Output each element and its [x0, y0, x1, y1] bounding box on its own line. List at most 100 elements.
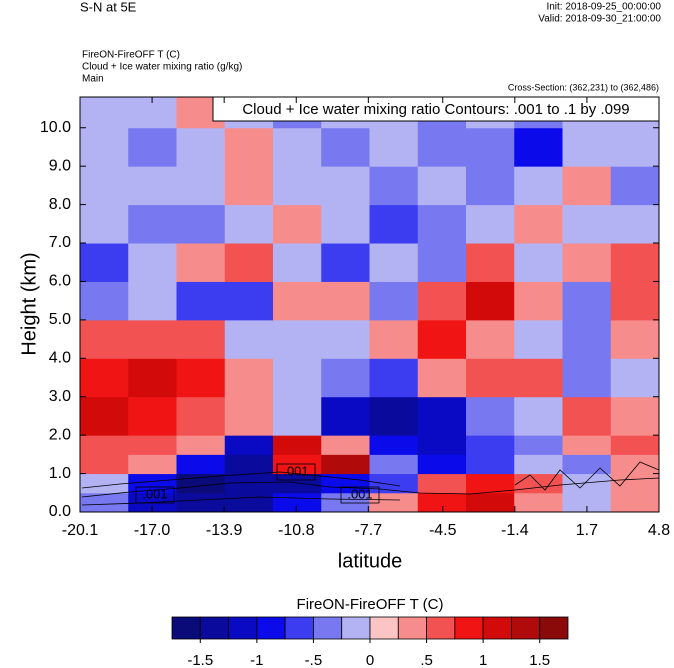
- cell: [466, 204, 515, 244]
- cell: [273, 492, 322, 513]
- contour-line: [514, 461, 660, 491]
- contour-label-box: [340, 486, 380, 504]
- cell: [176, 243, 226, 282]
- cell: [514, 454, 563, 475]
- cell: [562, 281, 612, 321]
- cell: [273, 319, 322, 359]
- cell: [466, 396, 515, 436]
- cell: [514, 492, 563, 513]
- y-tick-label: 9.0: [49, 157, 71, 174]
- cell: [514, 281, 563, 321]
- cell: [224, 204, 274, 244]
- cell: [176, 396, 226, 436]
- cell: [176, 127, 226, 167]
- cell: [224, 492, 274, 513]
- contour-line: [81, 477, 660, 498]
- cell: [562, 358, 612, 398]
- contour-info: Cloud + Ice water mixing ratio Contours:…: [242, 101, 629, 118]
- cell: [562, 204, 612, 244]
- y-tick-label: 10.0: [40, 119, 71, 136]
- y-axis-label: Height (km): [18, 252, 40, 355]
- cell: [224, 435, 274, 455]
- cell: [610, 358, 660, 398]
- contour-field-label: Cloud + Ice water mixing ratio (g/kg): [82, 62, 242, 73]
- colorbar-box: [284, 616, 314, 640]
- y-tick-label: 2.0: [49, 426, 71, 443]
- cell: [80, 396, 129, 436]
- cell: [80, 319, 129, 359]
- cell: [562, 166, 612, 206]
- colorbar-tick-label: -1: [250, 652, 263, 668]
- cell: [369, 492, 419, 513]
- cell: [321, 396, 370, 436]
- cell: [466, 166, 515, 206]
- cell: [417, 166, 467, 206]
- cell: [128, 358, 177, 398]
- cell: [321, 166, 370, 206]
- colorbar-box: [171, 616, 201, 640]
- cell: [273, 166, 322, 206]
- cell: [273, 281, 322, 321]
- cell: [417, 492, 467, 513]
- cell: [610, 166, 660, 206]
- y-tick-label: 0.0: [49, 503, 71, 520]
- init-time: Init: 2018-09-25_00:00:00: [546, 2, 661, 13]
- colorbar-box: [397, 616, 427, 640]
- colorbar-box: [426, 616, 456, 640]
- cross-section-label: Cross-Section: (362,231) to (362,486): [508, 82, 659, 92]
- cell: [610, 204, 660, 244]
- cell: [417, 435, 467, 455]
- cell: [273, 396, 322, 436]
- cell: [80, 166, 129, 206]
- cell: [466, 435, 515, 455]
- cell: [176, 281, 226, 321]
- cell: [514, 319, 563, 359]
- cell: [466, 454, 515, 475]
- cell: [321, 319, 370, 359]
- cell: [610, 435, 660, 455]
- cell: [562, 435, 612, 455]
- cell: [369, 473, 419, 494]
- cell: [224, 281, 274, 321]
- cell: [224, 319, 274, 359]
- cell: [224, 473, 274, 494]
- cell: [80, 358, 129, 398]
- cell: [321, 204, 370, 244]
- x-tick-label: 1.7: [576, 522, 598, 539]
- cell: [514, 127, 563, 167]
- cell: [369, 358, 419, 398]
- cell: [562, 396, 612, 436]
- cell: [128, 243, 177, 282]
- chart-title: S-N at 5E: [80, 0, 137, 14]
- colorbar-box: [256, 616, 286, 640]
- x-tick-label: 4.8: [648, 522, 670, 539]
- cell: [466, 127, 515, 167]
- cell: [128, 319, 177, 359]
- cell: [176, 204, 226, 244]
- cell: [610, 281, 660, 321]
- colorbar-tick-label: 0: [366, 652, 374, 668]
- cell: [466, 243, 515, 282]
- cell: [321, 454, 370, 475]
- cell: [466, 281, 515, 321]
- colorbar-box: [313, 616, 343, 640]
- colorbar-box: [341, 616, 371, 640]
- cell: [321, 243, 370, 282]
- cell: [321, 127, 370, 167]
- cell: [176, 435, 226, 455]
- cell: [80, 473, 129, 494]
- x-axis-label: latitude: [338, 550, 403, 572]
- cell: [80, 204, 129, 244]
- colorbar-box: [539, 616, 569, 640]
- y-tick-label: 6.0: [49, 273, 71, 290]
- y-tick-label: 5.0: [49, 311, 71, 328]
- cell: [128, 127, 177, 167]
- cell: [80, 127, 129, 167]
- cell: [176, 319, 226, 359]
- cell: [369, 319, 419, 359]
- y-tick-label: 3.0: [49, 388, 71, 405]
- cell: [417, 281, 467, 321]
- cell: [369, 435, 419, 455]
- cell: [417, 127, 467, 167]
- cell: [562, 127, 612, 167]
